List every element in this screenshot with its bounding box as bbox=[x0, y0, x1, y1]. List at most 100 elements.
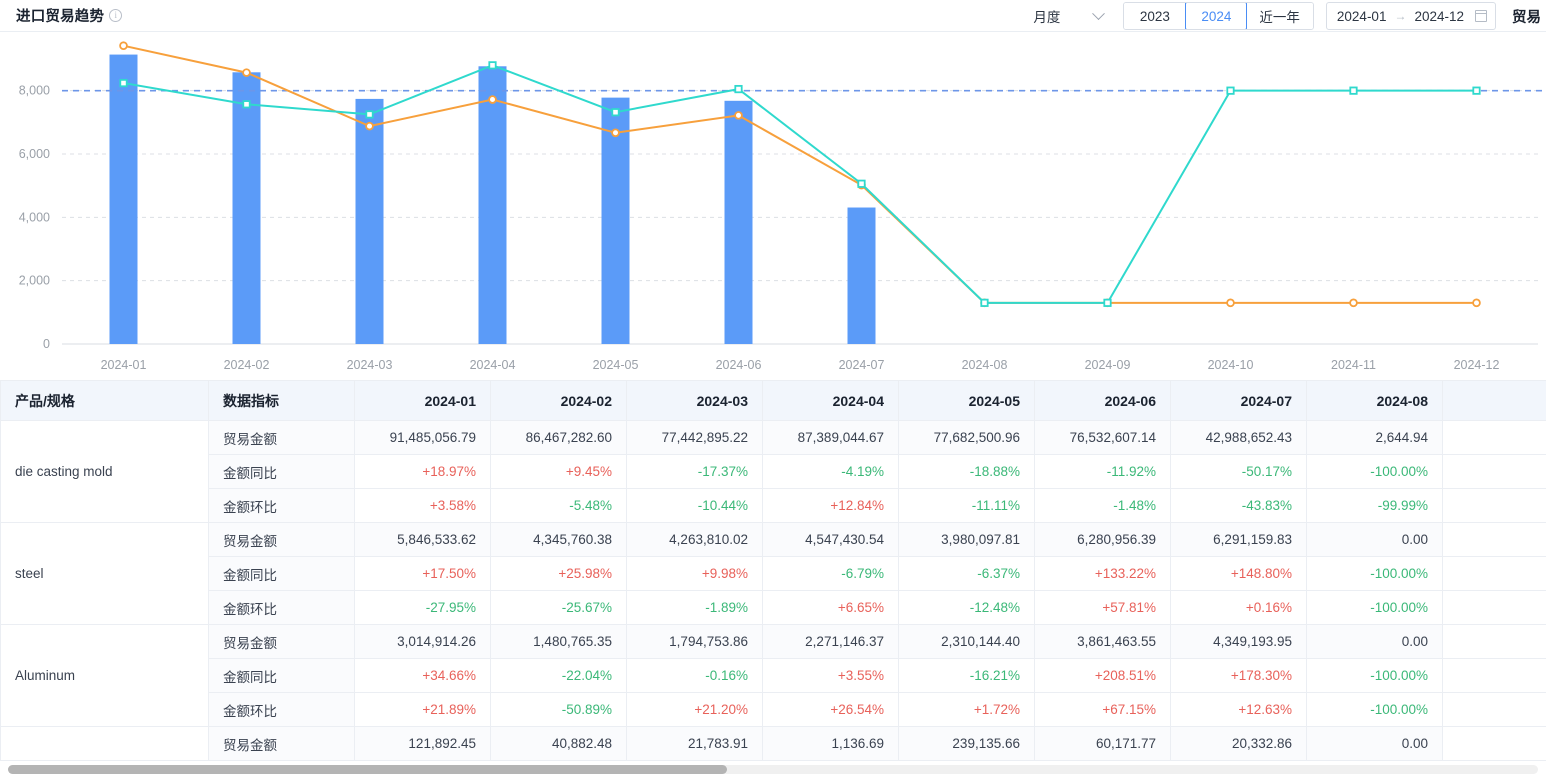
cell-value: 21,783.91 bbox=[626, 726, 763, 761]
cell-value: 121,892.45 bbox=[354, 726, 491, 761]
cell-spacer bbox=[1442, 692, 1546, 727]
cell-value: +26.54% bbox=[762, 692, 899, 727]
segment-2024[interactable]: 2024 bbox=[1185, 3, 1248, 29]
cell-value: -27.95% bbox=[354, 590, 491, 625]
date-range-picker[interactable]: 2024-01 → 2024-12 bbox=[1325, 2, 1496, 30]
cell-value: 239,135.66 bbox=[898, 726, 1035, 761]
cell-metric-label: 金额同比 bbox=[208, 454, 355, 489]
scrollbar-thumb[interactable] bbox=[8, 765, 728, 774]
cell-value: +208.51% bbox=[1034, 658, 1171, 693]
horizontal-scrollbar[interactable] bbox=[8, 765, 1538, 774]
cell-value: +3.55% bbox=[762, 658, 899, 693]
table-row: die casting mold 贸易金额 91,485,056.79 86,467,… bbox=[0, 420, 1546, 523]
cell-value: -0.16% bbox=[626, 658, 763, 693]
cell-spacer bbox=[1442, 556, 1546, 591]
cell-value: +9.45% bbox=[490, 454, 627, 489]
cell-product-name: die casting mold bbox=[0, 420, 209, 523]
svg-text:8,000: 8,000 bbox=[19, 84, 50, 98]
chevron-down-icon bbox=[1092, 6, 1106, 20]
cell-value: -11.11% bbox=[898, 488, 1035, 523]
cell-metric-label: 贸易金额 bbox=[208, 726, 355, 761]
cell-value: 0.00 bbox=[1306, 624, 1443, 659]
col-header-2024-01[interactable]: 2024-01 bbox=[354, 380, 491, 421]
svg-text:2024-06: 2024-06 bbox=[716, 358, 762, 372]
cell-value: 1,136.69 bbox=[762, 726, 899, 761]
cell-value: 3,861,463.55 bbox=[1034, 624, 1171, 659]
cell-value: 0.00 bbox=[1306, 522, 1443, 557]
cell-value: 77,682,500.96 bbox=[898, 420, 1035, 455]
cell-value: +25.98% bbox=[490, 556, 627, 591]
cell-value: +17.50% bbox=[354, 556, 491, 591]
table-row: Aluminum 贸易金额 3,014,914.26 1,480,765.35 1,79… bbox=[0, 624, 1546, 727]
cell-value: -11.92% bbox=[1034, 454, 1171, 489]
cell-metric-label: 金额环比 bbox=[208, 590, 355, 625]
col-header-2024-03[interactable]: 2024-03 bbox=[626, 380, 763, 421]
cell-value: +3.58% bbox=[354, 488, 491, 523]
granularity-select[interactable]: 月度 bbox=[1021, 2, 1113, 30]
col-header-2024-04[interactable]: 2024-04 bbox=[762, 380, 899, 421]
calendar-icon[interactable] bbox=[1474, 10, 1488, 22]
col-header-metric[interactable]: 数据指标 bbox=[208, 380, 355, 421]
chart-canvas: 0 2,000 4,000 6,000 8,000 2024-01 2024-02 2024-… bbox=[19, 41, 1546, 372]
cell-value: 3,980,097.81 bbox=[898, 522, 1035, 557]
col-header-2024-06[interactable]: 2024-06 bbox=[1034, 380, 1171, 421]
cell-value: 4,345,760.38 bbox=[490, 522, 627, 557]
granularity-value: 月度 bbox=[1033, 10, 1061, 25]
cell-value: -4.19% bbox=[762, 454, 899, 489]
cell-value: -43.83% bbox=[1170, 488, 1307, 523]
table-row: 金额环比 -27.95% -25.67% -1.89% +6.65% -12.48% +57… bbox=[1, 590, 1546, 625]
col-header-2024-02[interactable]: 2024-02 bbox=[490, 380, 627, 421]
svg-text:2024-12: 2024-12 bbox=[1454, 358, 1500, 372]
cell-value: 1,480,765.35 bbox=[490, 624, 627, 659]
table-row: 金额同比 +17.50% +25.98% +9.98% -6.79% -6.37% +133… bbox=[1, 556, 1546, 591]
cell-value: 2,644.94 bbox=[1306, 420, 1443, 455]
cell-value: -10.44% bbox=[626, 488, 763, 523]
cell-product-name: steel bbox=[0, 522, 209, 625]
cell-value: -100.00% bbox=[1306, 658, 1443, 693]
segment-2023[interactable]: 2023 bbox=[1124, 3, 1187, 29]
svg-text:2024-05: 2024-05 bbox=[593, 358, 639, 372]
table-row: 贸易金额 121,892.45 40,882.48 21,783.91 1,136.69… bbox=[0, 726, 1546, 761]
cell-value: -6.37% bbox=[898, 556, 1035, 591]
col-header-spacer bbox=[1442, 380, 1546, 421]
cell-value: -99.99% bbox=[1306, 488, 1443, 523]
col-header-2024-07[interactable]: 2024-07 bbox=[1170, 380, 1307, 421]
cell-value: -5.48% bbox=[490, 488, 627, 523]
cell-value: -100.00% bbox=[1306, 556, 1443, 591]
cell-value: 40,882.48 bbox=[490, 726, 627, 761]
cell-spacer bbox=[1442, 624, 1546, 659]
title-wrap: 进口贸易趋势 i bbox=[16, 5, 123, 26]
cell-value: +34.66% bbox=[354, 658, 491, 693]
date-range-end[interactable]: 2024-12 bbox=[1414, 8, 1464, 24]
svg-text:2,000: 2,000 bbox=[19, 274, 50, 288]
cell-metric-label: 贸易金额 bbox=[208, 624, 355, 659]
cell-product-name bbox=[0, 726, 209, 761]
cell-value: 76,532,607.14 bbox=[1034, 420, 1171, 455]
svg-text:0: 0 bbox=[43, 337, 50, 351]
table-row: 金额同比 +18.97% +9.45% -17.37% -4.19% -18.88% -11… bbox=[1, 454, 1546, 489]
cell-value: +1.72% bbox=[898, 692, 1035, 727]
svg-text:2024-04: 2024-04 bbox=[470, 358, 516, 372]
cell-value: -50.17% bbox=[1170, 454, 1307, 489]
info-circle-icon[interactable]: i bbox=[109, 9, 123, 22]
cell-value: -1.89% bbox=[626, 590, 763, 625]
table-row: 金额同比 +34.66% -22.04% -0.16% +3.55% -16.21% +20… bbox=[1, 658, 1546, 693]
cell-value: 6,291,159.83 bbox=[1170, 522, 1307, 557]
col-header-2024-05[interactable]: 2024-05 bbox=[898, 380, 1035, 421]
svg-text:2024-07: 2024-07 bbox=[839, 358, 885, 372]
cell-value: -17.37% bbox=[626, 454, 763, 489]
cell-value: -12.48% bbox=[898, 590, 1035, 625]
cell-product-name: Aluminum bbox=[0, 624, 209, 727]
date-range-start[interactable]: 2024-01 bbox=[1336, 8, 1387, 24]
cell-metric-label: 金额环比 bbox=[208, 488, 355, 523]
cell-value: -6.79% bbox=[762, 556, 899, 591]
cell-metric-label: 贸易金额 bbox=[208, 522, 355, 557]
col-header-2024-08[interactable]: 2024-08 bbox=[1306, 380, 1443, 421]
svg-text:2024-11: 2024-11 bbox=[1331, 358, 1376, 372]
cell-value: 4,547,430.54 bbox=[762, 522, 899, 557]
segment-last-year[interactable]: 近一年 bbox=[1246, 3, 1313, 29]
cell-value: -16.21% bbox=[898, 658, 1035, 693]
col-header-product[interactable]: 产品/规格 bbox=[0, 380, 209, 421]
cell-value: 3,014,914.26 bbox=[354, 624, 491, 659]
cell-spacer bbox=[1442, 658, 1546, 693]
